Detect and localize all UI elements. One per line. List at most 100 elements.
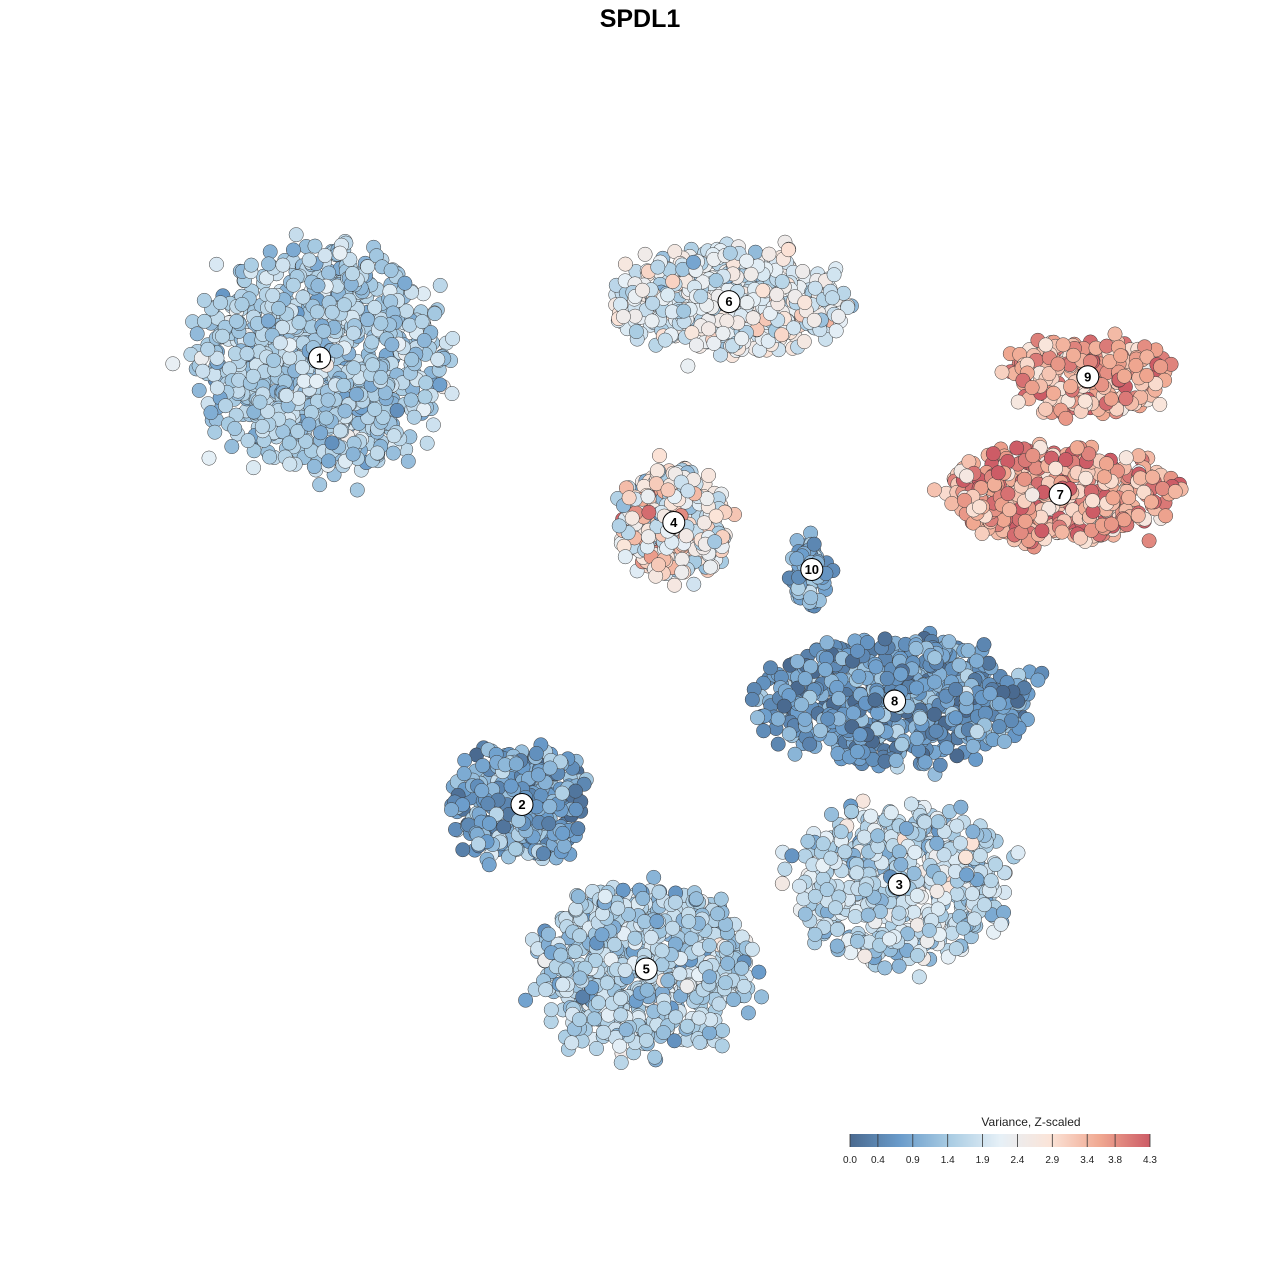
cell-point bbox=[707, 534, 723, 550]
cell-point bbox=[324, 435, 340, 451]
cell-point bbox=[726, 992, 742, 1008]
cell-point bbox=[647, 1049, 663, 1065]
cell-point bbox=[856, 829, 872, 845]
cell-point bbox=[898, 821, 914, 837]
cell-point bbox=[802, 736, 818, 752]
cluster-label-2: 2 bbox=[510, 793, 534, 816]
cell-point bbox=[797, 671, 813, 687]
cell-point bbox=[417, 389, 433, 405]
cell-point bbox=[1017, 471, 1032, 487]
cell-point bbox=[968, 751, 984, 767]
cell-point bbox=[829, 938, 845, 954]
legend-tick-label: 1.9 bbox=[976, 1155, 990, 1166]
cell-point bbox=[939, 740, 955, 756]
cluster-label-text: 5 bbox=[643, 962, 650, 977]
cell-point bbox=[275, 257, 291, 273]
cluster-label-9: 9 bbox=[1076, 365, 1100, 389]
cell-point bbox=[444, 802, 459, 818]
cell-point bbox=[645, 295, 661, 311]
cell-point bbox=[349, 386, 365, 402]
cell-point bbox=[1118, 391, 1134, 406]
cell-point bbox=[345, 266, 360, 282]
cell-point bbox=[404, 352, 420, 368]
cell-point bbox=[596, 1024, 611, 1040]
cluster-label-text: 1 bbox=[316, 351, 323, 366]
cell-point bbox=[572, 1012, 587, 1027]
cell-point bbox=[792, 878, 807, 894]
cell-point bbox=[708, 273, 724, 288]
legend-tick-label: 1.4 bbox=[941, 1155, 955, 1166]
cell-point bbox=[857, 948, 873, 964]
cell-point bbox=[932, 870, 948, 886]
cell-point bbox=[637, 246, 653, 262]
cell-point bbox=[930, 814, 946, 830]
cell-point bbox=[965, 738, 981, 754]
cell-point bbox=[508, 756, 524, 772]
cell-point bbox=[713, 891, 729, 907]
cell-point bbox=[906, 865, 922, 881]
cell-point bbox=[879, 671, 895, 686]
cell-point bbox=[909, 680, 924, 696]
cell-point bbox=[373, 370, 389, 385]
cell-point bbox=[481, 857, 497, 873]
cell-point bbox=[403, 392, 419, 408]
cell-point bbox=[475, 758, 491, 774]
cell-point bbox=[639, 982, 655, 998]
cell-point bbox=[364, 334, 380, 350]
cell-point bbox=[691, 1010, 707, 1026]
cell-point bbox=[929, 835, 945, 851]
cell-point bbox=[702, 559, 718, 575]
cell-point bbox=[455, 842, 471, 858]
cell-point bbox=[849, 865, 865, 881]
cell-point bbox=[797, 711, 813, 727]
cell-point bbox=[615, 309, 631, 325]
cell-point bbox=[324, 304, 340, 320]
cell-point bbox=[976, 637, 992, 653]
cell-point bbox=[819, 635, 835, 651]
cell-point bbox=[309, 373, 325, 389]
cell-point bbox=[346, 360, 362, 376]
legend-tick-label: 0.9 bbox=[906, 1155, 920, 1166]
cell-point bbox=[891, 905, 907, 921]
cell-point bbox=[543, 1002, 559, 1018]
cell-point bbox=[445, 331, 461, 346]
cell-point bbox=[165, 356, 181, 372]
cell-point bbox=[656, 1025, 671, 1041]
cell-point bbox=[1143, 494, 1159, 510]
cell-point bbox=[877, 631, 893, 647]
cell-point bbox=[261, 256, 277, 272]
cell-point bbox=[288, 227, 304, 243]
cell-point bbox=[660, 482, 676, 498]
cell-point bbox=[508, 841, 524, 857]
cell-point bbox=[651, 557, 666, 573]
cell-point bbox=[850, 643, 865, 659]
cell-point bbox=[912, 710, 928, 726]
cell-point bbox=[796, 334, 812, 350]
cell-point bbox=[195, 363, 211, 379]
cell-point bbox=[365, 357, 381, 373]
cell-point bbox=[680, 358, 696, 374]
cell-point bbox=[594, 927, 610, 943]
cell-point bbox=[1130, 508, 1146, 524]
cell-point bbox=[567, 944, 583, 960]
cell-point bbox=[927, 650, 943, 666]
cluster-label-5: 5 bbox=[634, 957, 658, 981]
cell-point bbox=[318, 410, 334, 426]
cell-point bbox=[701, 938, 717, 953]
cell-point bbox=[1058, 410, 1074, 426]
color-legend: Variance, Z-scaled 0.0 0.4 0.9 1.4 1.9 2.4 2.9… bbox=[843, 1115, 1157, 1166]
cell-point bbox=[610, 900, 626, 916]
cell-point bbox=[969, 724, 985, 740]
cell-point bbox=[360, 259, 376, 275]
cell-point bbox=[373, 315, 389, 331]
cell-point bbox=[285, 242, 301, 258]
cell-point bbox=[720, 955, 736, 971]
cell-point bbox=[272, 335, 288, 351]
cell-point bbox=[203, 405, 219, 421]
cell-point bbox=[240, 433, 256, 449]
cell-point bbox=[780, 242, 796, 258]
cell-point bbox=[639, 1032, 654, 1048]
cell-point bbox=[972, 848, 988, 864]
cell-point bbox=[982, 686, 998, 702]
legend-tick-label: 0.4 bbox=[871, 1155, 885, 1166]
